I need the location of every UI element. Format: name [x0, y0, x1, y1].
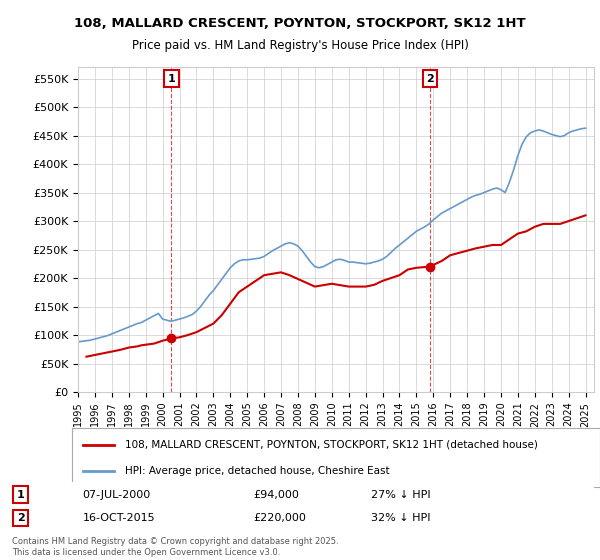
Text: 07-JUL-2000: 07-JUL-2000	[82, 489, 151, 500]
Text: 27% ↓ HPI: 27% ↓ HPI	[371, 489, 430, 500]
Text: 1: 1	[17, 489, 25, 500]
Text: Price paid vs. HM Land Registry's House Price Index (HPI): Price paid vs. HM Land Registry's House …	[131, 39, 469, 52]
Text: HPI: Average price, detached house, Cheshire East: HPI: Average price, detached house, Ches…	[125, 466, 389, 476]
Text: 1: 1	[167, 73, 175, 83]
Text: 108, MALLARD CRESCENT, POYNTON, STOCKPORT, SK12 1HT: 108, MALLARD CRESCENT, POYNTON, STOCKPOR…	[74, 17, 526, 30]
Text: 108, MALLARD CRESCENT, POYNTON, STOCKPORT, SK12 1HT (detached house): 108, MALLARD CRESCENT, POYNTON, STOCKPOR…	[125, 440, 538, 450]
Text: 2: 2	[17, 513, 25, 523]
Text: £220,000: £220,000	[253, 513, 306, 523]
Text: 2: 2	[426, 73, 434, 83]
Text: Contains HM Land Registry data © Crown copyright and database right 2025.
This d: Contains HM Land Registry data © Crown c…	[12, 538, 338, 557]
Text: 16-OCT-2015: 16-OCT-2015	[82, 513, 155, 523]
Text: 32% ↓ HPI: 32% ↓ HPI	[371, 513, 430, 523]
Text: £94,000: £94,000	[253, 489, 299, 500]
